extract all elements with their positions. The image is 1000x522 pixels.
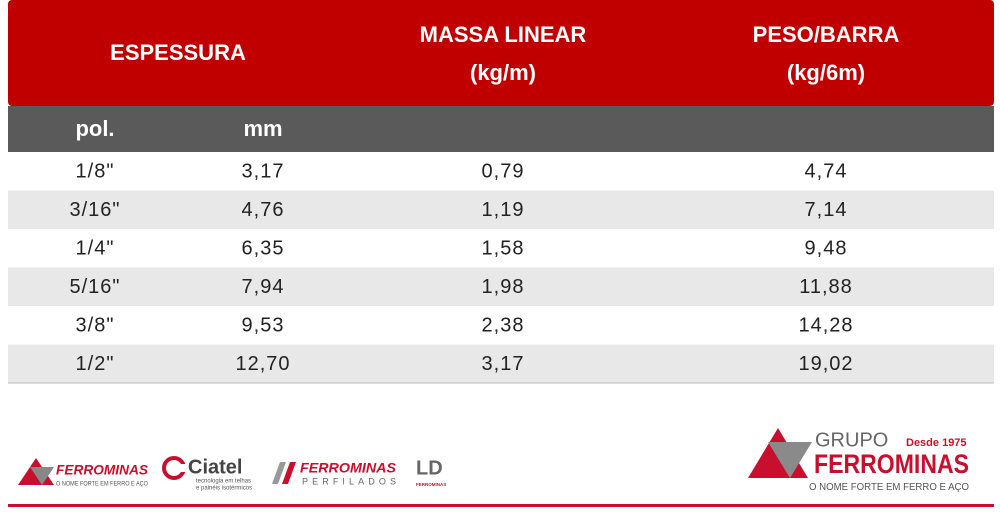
table-cell: 0,79: [482, 161, 525, 183]
logo-ferrominas: FERROMINAS O NOME FORTE EM FERRO E AÇO: [18, 458, 149, 488]
footer-rule: [8, 504, 994, 507]
table-row: [8, 229, 994, 268]
logo-tagline: O NOME FORTE EM FERRO E AÇO: [56, 482, 148, 488]
table-cell: 7,94: [242, 276, 285, 298]
subheader-band: [8, 106, 994, 152]
subheader-pol: pol.: [75, 116, 114, 141]
table-cell: 1,58: [482, 238, 525, 260]
table-cell: 14,28: [798, 315, 853, 337]
table-cell: 1/2": [76, 353, 115, 375]
logo-tagline: e painéis isotérmicos: [196, 486, 252, 492]
table-cell: 9,53: [242, 315, 285, 337]
table-cell: 1/4": [76, 238, 115, 260]
table-cell: 12,70: [235, 353, 290, 375]
group-tagline: O NOME FORTE EM FERRO E AÇO: [809, 481, 969, 493]
table-cell: 19,02: [798, 353, 853, 375]
logo-ciatel: Ciatel tecnologia em telhas e painéis is…: [162, 456, 252, 492]
group-prefix: GRUPO: [815, 429, 888, 451]
logo-grupo-ferrominas: GRUPO Desde 1975 FERROMINAS O NOME FORTE…: [748, 428, 969, 493]
table-row: [8, 190, 994, 229]
header-band: [8, 0, 994, 106]
table-cell: 1,98: [482, 276, 525, 298]
table-cell: 3,17: [242, 161, 285, 183]
logo-name: LD: [416, 457, 443, 479]
table-cell: 3/8": [76, 315, 115, 337]
table-cell: 3/16": [69, 199, 120, 221]
header-massa-unit: (kg/m): [470, 60, 536, 85]
logo-name: Ciatel: [188, 456, 242, 478]
table-cell: 11,88: [799, 276, 853, 298]
table-cell: 3,17: [482, 353, 525, 375]
logo-perfilados: FERROMINAS PERFILADOS: [272, 460, 397, 486]
table-cell: 4,74: [805, 161, 848, 183]
table-cell: 4,76: [242, 199, 285, 221]
header-peso-unit: (kg/6m): [787, 60, 865, 85]
table-row: [8, 267, 994, 306]
table-cell: 6,35: [242, 238, 285, 260]
logo-tagline: PERFILADOS: [302, 476, 396, 486]
logo-ld: LD FERROMINAS: [416, 457, 446, 487]
group-name: FERROMINAS: [814, 449, 969, 479]
header-peso: PESO/BARRA: [753, 22, 900, 47]
table-cell: 1,19: [482, 199, 525, 221]
table-body: 1/8" 3,17 0,79 4,74 3/16" 4,76 1,19 7,14 1/4" 6,3…: [8, 152, 994, 384]
table-cell: 7,14: [805, 199, 848, 221]
logo-tagline: tecnologia em telhas: [196, 479, 251, 485]
header-espessura: ESPESSURA: [110, 40, 246, 65]
table-row: [8, 152, 994, 191]
table-row: [8, 344, 994, 383]
subheader-mm: mm: [243, 116, 282, 141]
table-cell: 2,38: [482, 315, 525, 337]
logo-tagline: FERROMINAS: [416, 482, 446, 487]
table-cell: 9,48: [805, 238, 848, 260]
logo-name: FERROMINAS: [300, 460, 397, 476]
group-since: Desde 1975: [906, 437, 967, 449]
logo-name: FERROMINAS: [56, 462, 149, 478]
table-row: [8, 306, 994, 345]
table-cell: 5/16": [69, 276, 120, 298]
table-cell: 1/8": [76, 161, 115, 183]
header-massa: MASSA LINEAR: [420, 22, 587, 47]
